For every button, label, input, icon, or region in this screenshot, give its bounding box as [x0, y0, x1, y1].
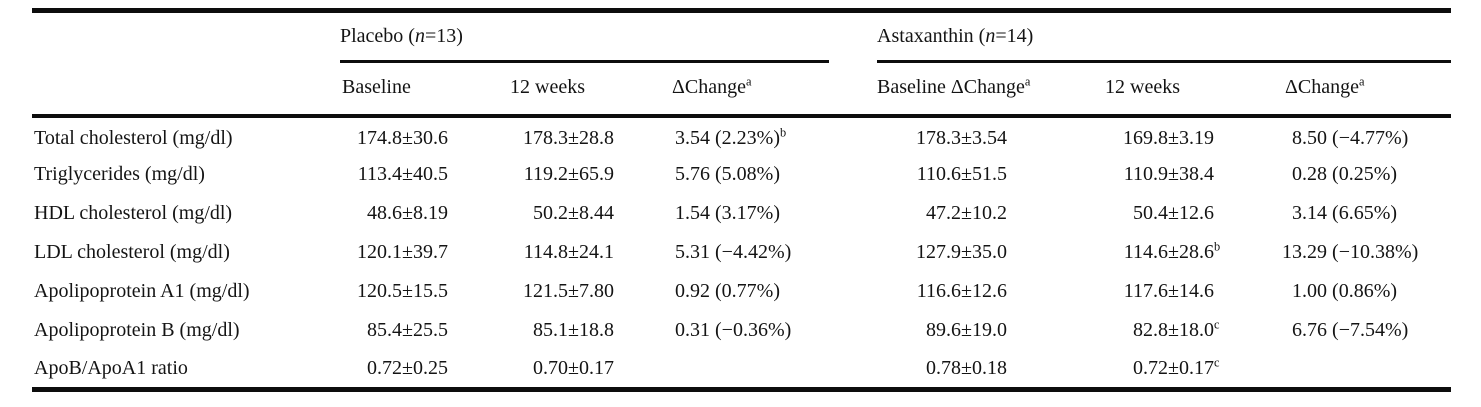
table-cell: 0.28 (0.25%) [1292, 163, 1398, 185]
table-cell: 0.78±0.18 [926, 356, 1008, 379]
row-label-header-empty [32, 63, 332, 118]
table-cell: 119.2±65.9 [523, 163, 614, 185]
table-row: Total cholesterol (mg/dl) 174.8±30.6 178.… [32, 116, 1451, 155]
row-label: HDL cholesterol (mg/dl) [34, 202, 233, 224]
table-cell: 3.54 (2.23%)b [675, 124, 787, 149]
table-cell: 116.6±12.6 [916, 280, 1008, 302]
table-cell: 178.3±3.54 [916, 126, 1008, 149]
table-cell: 121.5±7.80 [523, 280, 614, 302]
col-header-astaxanthin-12weeks: 12 weeks [1082, 63, 1263, 118]
table-cell: 85.4±25.5 [367, 319, 448, 341]
table-cell: 178.3±28.8 [523, 126, 614, 149]
group-label-placebo: Placebo (n=13) [340, 25, 830, 63]
table-cell: 114.6±28.6b [1123, 239, 1221, 263]
table-cell: 169.8±3.19 [1123, 126, 1215, 149]
group-header-placebo: Placebo (n=13) [332, 11, 857, 63]
table-cell: 120.1±39.7 [357, 241, 448, 263]
table-cell: 114.8±24.1 [523, 241, 614, 263]
table-cell [662, 350, 857, 389]
table-cell: 1.00 (0.86%) [1292, 280, 1398, 302]
col-header-astaxanthin-baseline: Baseline ΔChangea [857, 63, 1083, 118]
row-label: LDL cholesterol (mg/dl) [34, 241, 230, 263]
table-row: HDL cholesterol (mg/dl) 48.6±8.19 50.2±8.… [32, 194, 1451, 233]
table-cell: 50.4±12.6 [1133, 202, 1215, 224]
table-cell: 5.31 (−4.42%) [675, 241, 792, 263]
col-header-astaxanthin-change: ΔChangea [1262, 63, 1452, 118]
corner-empty-cell [32, 11, 332, 64]
group-label-astaxanthin: Astaxanthin (n=14) [877, 25, 1452, 63]
group-header-row: Placebo (n=13) Astaxanthin (n=14) [32, 11, 1452, 64]
table-cell: 3.14 (6.65%) [1292, 202, 1398, 224]
table-row: LDL cholesterol (mg/dl) 120.1±39.7 114.8±… [32, 233, 1451, 272]
table-row: Apolipoprotein A1 (mg/dl) 120.5±15.5 121.… [32, 272, 1451, 311]
table-cell: 48.6±8.19 [367, 202, 448, 224]
table-cell: 117.6±14.6 [1123, 280, 1215, 302]
table-cell [1262, 350, 1451, 389]
col-header-placebo-12weeks: 12 weeks [502, 63, 662, 118]
table-cell: 6.76 (−7.54%) [1292, 319, 1409, 341]
table-cell: 0.70±0.17 [533, 356, 614, 379]
table-row: Triglycerides (mg/dl) 113.4±40.5 119.2±65… [32, 155, 1451, 194]
row-label: Apolipoprotein A1 (mg/dl) [34, 280, 250, 302]
table-cell: 113.4±40.5 [357, 163, 448, 185]
table-row: ApoB/ApoA1 ratio 0.72±0.25 0.70±0.17 0.78±… [32, 350, 1451, 389]
col-header-placebo-baseline: Baseline [332, 63, 502, 118]
paper-table-page: Placebo (n=13) Astaxanthin (n=14) Baseli… [0, 8, 1481, 407]
table-cell: 0.72±0.17c [1133, 355, 1220, 379]
row-label: Apolipoprotein B (mg/dl) [34, 319, 240, 341]
table-cell: 13.29 (−10.38%) [1282, 241, 1419, 263]
table-cell: 110.6±51.5 [916, 163, 1008, 185]
table-cell: 174.8±30.6 [357, 126, 448, 149]
col-header-placebo-change: ΔChangea [662, 63, 858, 118]
table-cell: 50.2±8.44 [533, 202, 614, 224]
table-cell: 8.50 (−4.77%) [1292, 126, 1409, 149]
group-header-astaxanthin: Astaxanthin (n=14) [857, 11, 1452, 63]
table-row: Apolipoprotein B (mg/dl) 85.4±25.5 85.1±1… [32, 311, 1451, 350]
table-cell: 127.9±35.0 [916, 241, 1008, 263]
table-cell: 82.8±18.0c [1133, 317, 1220, 341]
row-label: Triglycerides (mg/dl) [34, 163, 205, 185]
table-cell: 0.92 (0.77%) [675, 280, 780, 302]
table-cell: 47.2±10.2 [926, 202, 1008, 224]
table-cell: 5.76 (5.08%) [675, 163, 780, 185]
row-label: Total cholesterol (mg/dl) [34, 126, 233, 149]
column-header-row: Baseline 12 weeks ΔChangea Baseline ΔCha… [32, 63, 1452, 118]
table-cell: 89.6±19.0 [926, 319, 1008, 341]
table-cell: 110.9±38.4 [1123, 163, 1215, 185]
table-body: Total cholesterol (mg/dl) 174.8±30.6 178.… [32, 116, 1451, 389]
row-label: ApoB/ApoA1 ratio [34, 356, 188, 379]
table-cell: 85.1±18.8 [533, 319, 614, 341]
table-cell: 0.72±0.25 [367, 356, 448, 379]
table-cell: 0.31 (−0.36%) [675, 319, 792, 341]
lipid-results-table: Placebo (n=13) Astaxanthin (n=14) Baseli… [32, 8, 1452, 392]
table-cell: 120.5±15.5 [357, 280, 448, 302]
table-cell: 1.54 (3.17%) [675, 202, 780, 224]
